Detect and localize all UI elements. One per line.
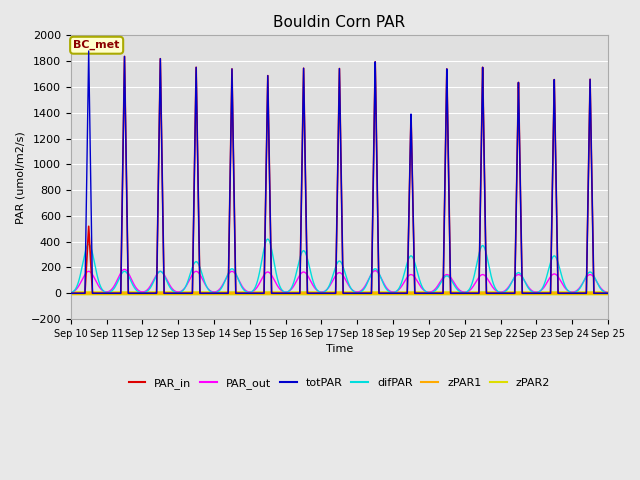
zPAR2	[575, 290, 582, 296]
PAR_out	[604, 290, 612, 296]
zPAR1	[475, 290, 483, 296]
PAR_out	[321, 288, 329, 294]
zPAR1	[604, 290, 612, 296]
totPAR	[85, 48, 93, 54]
Text: BC_met: BC_met	[74, 40, 120, 50]
zPAR1	[575, 290, 582, 296]
zPAR2	[67, 290, 75, 296]
totPAR	[604, 290, 612, 296]
Line: PAR_in: PAR_in	[71, 57, 608, 293]
difPAR	[575, 287, 582, 293]
difPAR	[475, 252, 483, 258]
totPAR	[67, 290, 75, 296]
totPAR	[250, 290, 257, 296]
difPAR	[460, 290, 467, 296]
PAR_in	[121, 54, 129, 60]
Line: difPAR: difPAR	[71, 239, 608, 293]
zPAR1	[321, 290, 329, 296]
PAR_in	[67, 290, 75, 296]
Line: totPAR: totPAR	[71, 51, 608, 293]
PAR_out	[121, 266, 129, 272]
PAR_in	[604, 290, 612, 296]
PAR_in	[321, 290, 329, 296]
difPAR	[604, 290, 612, 296]
X-axis label: Time: Time	[326, 344, 353, 354]
zPAR1	[582, 290, 589, 296]
totPAR	[575, 290, 582, 296]
totPAR	[460, 290, 467, 296]
PAR_in	[582, 290, 589, 296]
Y-axis label: PAR (umol/m2/s): PAR (umol/m2/s)	[15, 131, 25, 224]
totPAR	[321, 290, 329, 296]
zPAR2	[460, 290, 467, 296]
difPAR	[264, 236, 271, 242]
zPAR2	[582, 290, 589, 296]
difPAR	[582, 275, 589, 280]
difPAR	[321, 288, 329, 294]
zPAR1	[67, 290, 75, 296]
PAR_out	[575, 286, 582, 291]
totPAR	[582, 290, 589, 296]
zPAR2	[604, 290, 612, 296]
zPAR2	[475, 290, 483, 296]
Title: Bouldin Corn PAR: Bouldin Corn PAR	[273, 15, 406, 30]
PAR_in	[250, 290, 257, 296]
totPAR	[475, 290, 483, 296]
zPAR2	[250, 290, 257, 296]
difPAR	[67, 290, 75, 296]
PAR_out	[67, 290, 75, 296]
PAR_out	[460, 289, 467, 295]
Line: PAR_out: PAR_out	[71, 269, 608, 293]
PAR_in	[460, 290, 467, 296]
Legend: PAR_in, PAR_out, totPAR, difPAR, zPAR1, zPAR2: PAR_in, PAR_out, totPAR, difPAR, zPAR1, …	[124, 373, 554, 393]
zPAR2	[321, 290, 329, 296]
PAR_in	[475, 290, 483, 296]
PAR_in	[575, 290, 582, 296]
difPAR	[250, 288, 257, 293]
PAR_out	[475, 275, 483, 280]
PAR_out	[250, 288, 257, 294]
zPAR1	[460, 290, 467, 296]
PAR_out	[582, 276, 589, 281]
zPAR1	[250, 290, 257, 296]
